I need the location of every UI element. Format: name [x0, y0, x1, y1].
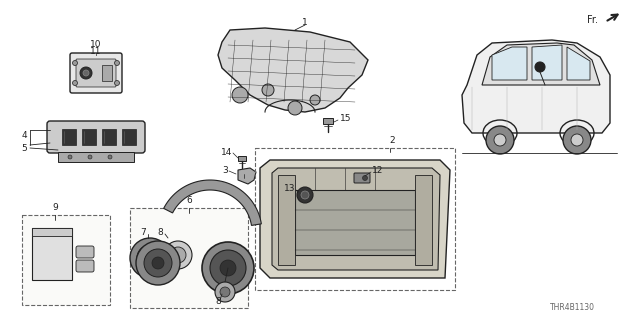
Text: 6: 6 [186, 196, 192, 205]
Text: 4: 4 [21, 131, 27, 140]
Circle shape [170, 247, 186, 263]
Text: 2: 2 [389, 136, 395, 145]
Circle shape [88, 155, 92, 159]
Polygon shape [272, 168, 440, 270]
Circle shape [571, 134, 583, 146]
Circle shape [108, 155, 112, 159]
Polygon shape [482, 43, 600, 85]
Circle shape [137, 245, 163, 271]
Circle shape [494, 134, 506, 146]
Bar [130, 208, 248, 308]
Circle shape [535, 62, 545, 72]
Circle shape [83, 70, 89, 76]
Text: 3: 3 [222, 165, 228, 174]
FancyBboxPatch shape [70, 53, 122, 93]
Text: 9: 9 [52, 203, 58, 212]
Circle shape [486, 126, 514, 154]
Circle shape [220, 260, 236, 276]
Text: 7: 7 [140, 228, 146, 236]
Text: 1: 1 [302, 18, 308, 27]
Circle shape [301, 191, 309, 199]
Circle shape [115, 81, 120, 85]
Bar [82, 129, 96, 145]
Text: 10: 10 [90, 39, 102, 49]
Text: 8: 8 [157, 228, 163, 236]
Circle shape [80, 67, 92, 79]
Polygon shape [567, 47, 590, 80]
Text: 12: 12 [372, 165, 383, 174]
FancyBboxPatch shape [76, 260, 94, 272]
Text: 8: 8 [215, 298, 221, 307]
Bar [238, 156, 246, 161]
Text: 5: 5 [21, 143, 27, 153]
Circle shape [164, 241, 192, 269]
Circle shape [310, 95, 320, 105]
Text: 14: 14 [221, 148, 232, 156]
Bar [122, 129, 136, 145]
Circle shape [130, 238, 170, 278]
Bar [102, 65, 112, 81]
Bar [22, 215, 110, 305]
Text: 15: 15 [340, 114, 351, 123]
Circle shape [115, 60, 120, 66]
Circle shape [144, 252, 156, 264]
Bar [58, 152, 134, 162]
Circle shape [72, 81, 77, 85]
Text: THR4B1130: THR4B1130 [550, 303, 595, 312]
Polygon shape [260, 160, 450, 278]
Polygon shape [218, 28, 368, 112]
Circle shape [72, 60, 77, 66]
Circle shape [210, 250, 246, 286]
Bar [102, 129, 116, 145]
Text: 13: 13 [284, 183, 295, 193]
Text: 11: 11 [90, 46, 102, 55]
Bar [295, 190, 415, 255]
Bar [32, 228, 72, 236]
Circle shape [288, 101, 302, 115]
Text: Fr.: Fr. [587, 15, 598, 25]
Circle shape [220, 287, 230, 297]
Circle shape [215, 282, 235, 302]
Circle shape [68, 155, 72, 159]
Circle shape [563, 126, 591, 154]
Polygon shape [164, 180, 261, 225]
Circle shape [232, 87, 248, 103]
FancyBboxPatch shape [76, 246, 94, 258]
Circle shape [152, 257, 164, 269]
Bar [278, 175, 295, 265]
Polygon shape [238, 168, 256, 184]
Bar [62, 129, 76, 145]
Circle shape [144, 249, 172, 277]
FancyBboxPatch shape [47, 121, 145, 153]
Bar [32, 228, 72, 280]
Polygon shape [492, 47, 527, 80]
Circle shape [297, 187, 313, 203]
Circle shape [136, 241, 180, 285]
Circle shape [262, 84, 274, 96]
FancyBboxPatch shape [354, 173, 370, 183]
Bar [255, 148, 455, 290]
Bar [323, 118, 333, 124]
Circle shape [362, 175, 367, 180]
Bar [415, 175, 432, 265]
Polygon shape [462, 40, 610, 133]
FancyBboxPatch shape [76, 59, 116, 87]
Polygon shape [532, 45, 562, 80]
Circle shape [202, 242, 254, 294]
